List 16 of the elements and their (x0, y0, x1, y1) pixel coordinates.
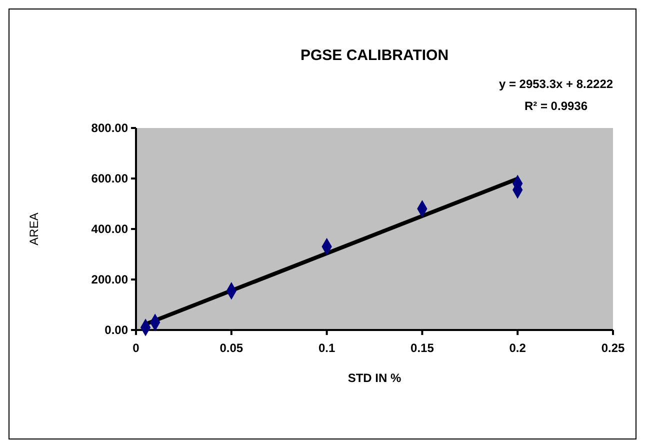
chart-title: PGSE CALIBRATION (300, 47, 449, 64)
y-tick-label: 400.00 (91, 222, 128, 236)
x-tick-label: 0.15 (410, 341, 434, 355)
x-tick-label: 0.2 (509, 341, 526, 355)
text: y = 2953.3x + 8.2222 (498, 77, 614, 91)
x-tick-label: 0.1 (318, 341, 336, 355)
y-tick-label: 800.00 (91, 121, 128, 135)
x-tick-label: 0 (132, 341, 140, 355)
x-tick-label: 0.25 (601, 341, 625, 355)
y-axis-title: AREA (27, 212, 41, 246)
y-tick-label: 0.00 (104, 323, 128, 337)
x-tick-label: 0.05 (220, 341, 244, 355)
text: R² = 0.9936 (524, 99, 588, 113)
x-axis-title: STD IN % (348, 371, 402, 385)
y-tick-label: 200.00 (91, 272, 128, 286)
y-tick-label: 600.00 (91, 172, 128, 186)
